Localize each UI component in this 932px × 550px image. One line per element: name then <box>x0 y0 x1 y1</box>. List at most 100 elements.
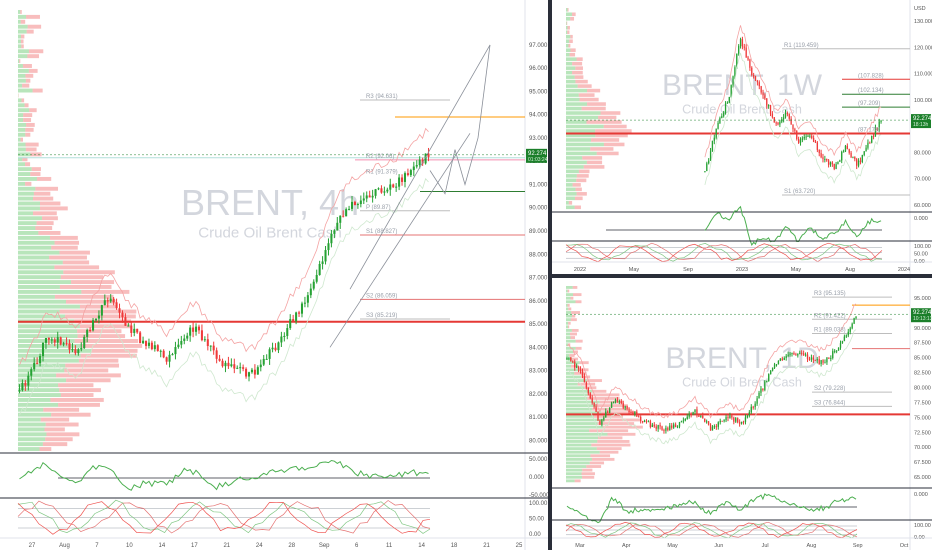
candle-body <box>24 382 27 386</box>
volume-profile-up-bar <box>18 437 46 442</box>
volume-profile-down-bar <box>22 64 32 68</box>
x-tick-label: Sep <box>319 543 330 549</box>
candle-body <box>676 426 679 428</box>
volume-profile-down-bar <box>21 98 25 103</box>
volume-profile-up-bar <box>18 157 23 162</box>
candle-body <box>221 360 224 367</box>
volume-profile-down-bar <box>32 211 57 216</box>
candle-body <box>845 335 848 337</box>
volume-profile-down-bar <box>77 329 122 334</box>
candle-body <box>812 138 815 142</box>
volume-profile-down-bar <box>568 201 573 205</box>
volume-profile-up-bar <box>566 57 577 61</box>
candle-body <box>738 422 741 424</box>
volume-profile-up-bar <box>18 39 21 44</box>
volume-profile-up-bar <box>566 479 575 483</box>
volume-profile-up-bar <box>18 285 60 289</box>
volume-profile-down-bar <box>20 137 23 142</box>
volume-profile-down-bar <box>50 397 104 402</box>
chart-panel-1d[interactable]: BRENT, 1D Crude Oil Brent Cash R3 (95.135)… <box>552 278 932 550</box>
candle-body <box>861 154 863 162</box>
candle-body <box>741 39 744 47</box>
volume-profile-up-bar <box>566 350 574 354</box>
candle-body <box>758 82 760 87</box>
candle-body <box>872 135 875 137</box>
volume-profile-down-bar <box>579 361 589 365</box>
volume-profile-up-bar <box>566 465 587 468</box>
volume-profile-up-bar <box>566 52 570 57</box>
candle-body <box>797 353 799 356</box>
y-tick-label: 130.000 <box>914 19 932 25</box>
volume-profile-down-bar <box>66 378 111 383</box>
candle-body <box>726 102 729 104</box>
volume-profile-down-bar <box>25 127 34 132</box>
volume-profile-down-bar <box>567 25 570 30</box>
volume-profile-up-bar <box>18 132 26 137</box>
candle-body <box>21 382 24 391</box>
volume-profile-down-bar <box>22 157 28 162</box>
y-tick-label: 83.000 <box>529 369 548 375</box>
candle-body <box>406 173 409 176</box>
x-tick-label: Sep <box>853 543 863 549</box>
chart-panel-1w[interactable]: BRENT, 1W Crude Oil Brent Cash R1 (119.459… <box>552 0 932 274</box>
volume-profile-up-bar <box>566 296 571 300</box>
x-tick-label: 25 <box>516 543 523 549</box>
candle-body <box>256 367 259 375</box>
candle-body <box>754 76 757 81</box>
panel-divider-vertical[interactable] <box>548 0 552 550</box>
chart-panel-4h[interactable]: BRENT, 4h Crude Oil Brent Cash R3 (94.631)… <box>0 0 548 550</box>
volume-profile-down-bar <box>33 191 51 196</box>
candle-body <box>788 114 790 119</box>
panel-divider-horizontal[interactable] <box>552 274 932 278</box>
candle-body <box>749 59 751 68</box>
volume-profile-down-bar <box>590 454 611 458</box>
candle-body <box>333 230 336 234</box>
candle-body <box>356 204 359 206</box>
candle-body <box>841 151 843 161</box>
x-tick-label: Aug <box>807 543 817 549</box>
y-tick-label: 88.000 <box>529 252 548 258</box>
candle-body <box>702 415 704 419</box>
volume-profile-up-bar <box>566 397 588 400</box>
candle-body <box>777 360 780 365</box>
projection-path <box>329 133 471 348</box>
candle-body <box>587 387 589 394</box>
volume-profile-down-bar <box>591 457 615 461</box>
x-tick-label: 14 <box>418 543 425 549</box>
candle-body <box>121 312 124 318</box>
volume-profile-down-bar <box>578 93 595 97</box>
volume-profile-up-bar <box>18 422 46 427</box>
x-tick-label: 21 <box>483 543 490 549</box>
candle-body <box>215 350 218 359</box>
candle-body <box>581 370 584 377</box>
volume-profile-down-bar <box>572 286 578 289</box>
volume-profile-down-bar <box>568 43 571 48</box>
stoch-tick-label: 100.00 <box>914 523 931 529</box>
candle-body <box>775 122 777 124</box>
volume-profile-up-bar <box>566 183 573 187</box>
volume-profile-down-bar <box>595 133 628 138</box>
candle-body <box>640 416 642 422</box>
candle-body <box>661 426 663 430</box>
volume-profile-down-bar <box>603 142 625 147</box>
y-tick-label: 80.000 <box>914 385 931 391</box>
candle-body <box>715 128 717 138</box>
volume-profile-down-bar <box>35 226 53 231</box>
candle-body <box>784 113 787 118</box>
volume-profile-up-bar <box>566 447 597 451</box>
volume-profile-down-bar <box>78 358 119 363</box>
volume-profile-down-bar <box>591 443 631 447</box>
pivot-label: S2 (86.059) <box>366 293 397 299</box>
stoch-tick-label: 50.00 <box>529 517 545 523</box>
volume-profile-down-bar <box>570 332 577 336</box>
candle-body <box>289 319 292 329</box>
volume-profile-up-bar <box>18 68 29 73</box>
volume-profile-up-bar <box>18 442 43 447</box>
candle-body <box>106 300 109 302</box>
volume-profile-down-bar <box>25 78 31 83</box>
candle-body <box>723 112 725 117</box>
candle-body <box>177 344 180 348</box>
